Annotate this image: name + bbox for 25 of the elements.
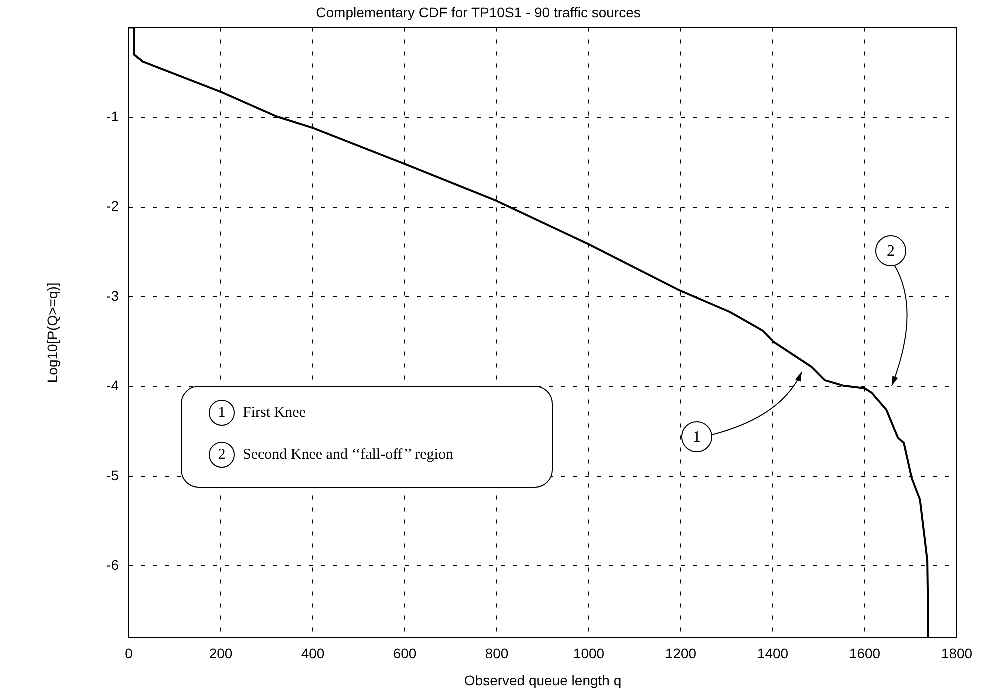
x-axis-title: Observed queue length q	[464, 672, 622, 688]
x-tick-label: 1200	[665, 645, 697, 662]
x-tick-label: 1400	[757, 645, 789, 662]
annotation: 2	[887, 243, 895, 260]
annotation: Second Knee and ‘‘fall-off’’ region	[243, 446, 454, 464]
x-tick-label: 0	[125, 645, 134, 662]
y-tick-label: -5	[106, 467, 120, 484]
x-tick-label: 1000	[573, 645, 605, 662]
y-tick-label: -3	[106, 288, 120, 304]
annotation: 2	[209, 442, 235, 468]
x-tick-label: 400	[301, 645, 325, 662]
y-axis-title: Log10[P(Q>=q)]	[44, 282, 60, 384]
chart-title: Complementary CDF for TP10S1 - 90 traffic sources	[316, 4, 641, 20]
x-tick-label: 1600	[849, 645, 881, 662]
annotation: First Knee	[243, 404, 306, 422]
y-tick-label: -6	[106, 557, 120, 574]
annotation: 1	[693, 429, 701, 446]
x-tick-label: 1800	[941, 645, 973, 662]
x-tick-label: 800	[485, 645, 509, 662]
y-tick-label: -4	[106, 378, 120, 394]
x-tick-label: 600	[393, 645, 417, 662]
y-tick-label: -2	[106, 198, 120, 214]
y-tick-label: -1	[106, 108, 120, 124]
annotation: 1	[209, 400, 235, 426]
x-tick-label: 200	[209, 645, 233, 662]
